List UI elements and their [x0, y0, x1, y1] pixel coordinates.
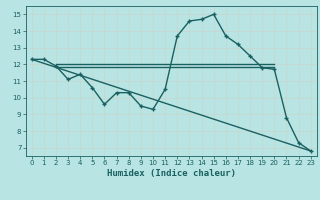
- X-axis label: Humidex (Indice chaleur): Humidex (Indice chaleur): [107, 169, 236, 178]
